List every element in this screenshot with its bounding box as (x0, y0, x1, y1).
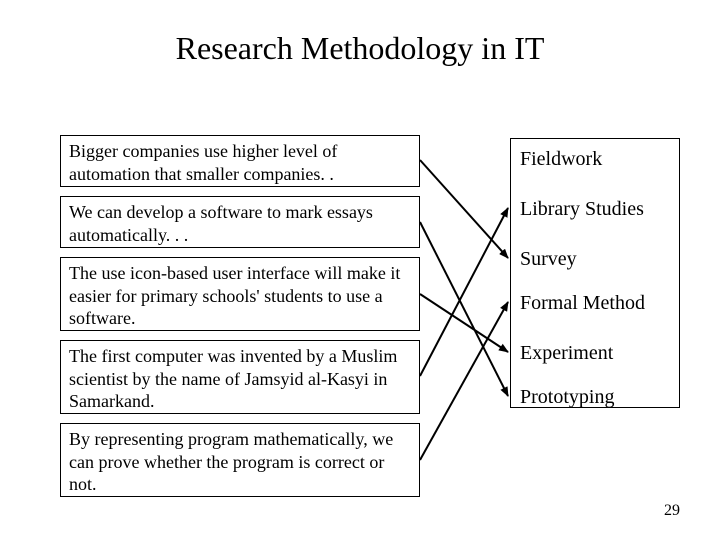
arrow-line (420, 160, 508, 258)
slide-title: Research Methodology in IT (0, 30, 720, 67)
statement-text: By representing program mathematically, … (69, 429, 393, 494)
arrow-line (420, 302, 508, 460)
statement-text: We can develop a software to mark essays… (69, 202, 373, 245)
method-survey: Survey (520, 248, 577, 271)
arrow-line (420, 294, 508, 352)
statement-box-0: Bigger companies use higher level of aut… (60, 135, 420, 187)
slide: Research Methodology in IT Bigger compan… (0, 0, 720, 540)
arrow-line (420, 208, 508, 376)
method-prototyping: Prototyping (520, 386, 614, 409)
method-fieldwork: Fieldwork (520, 148, 602, 171)
statement-box-4: By representing program mathematically, … (60, 423, 420, 497)
method-library-studies: Library Studies (520, 198, 644, 221)
statement-text: The first computer was invented by a Mus… (69, 346, 397, 411)
method-formal-method: Formal Method (520, 292, 645, 315)
statement-box-1: We can develop a software to mark essays… (60, 196, 420, 248)
methods-box (510, 138, 680, 408)
statement-text: The use icon-based user interface will m… (69, 263, 400, 328)
statement-box-3: The first computer was invented by a Mus… (60, 340, 420, 414)
method-experiment: Experiment (520, 342, 613, 365)
statement-box-2: The use icon-based user interface will m… (60, 257, 420, 331)
page-number: 29 (664, 502, 680, 520)
arrow-line (420, 222, 508, 396)
statement-text: Bigger companies use higher level of aut… (69, 141, 337, 184)
